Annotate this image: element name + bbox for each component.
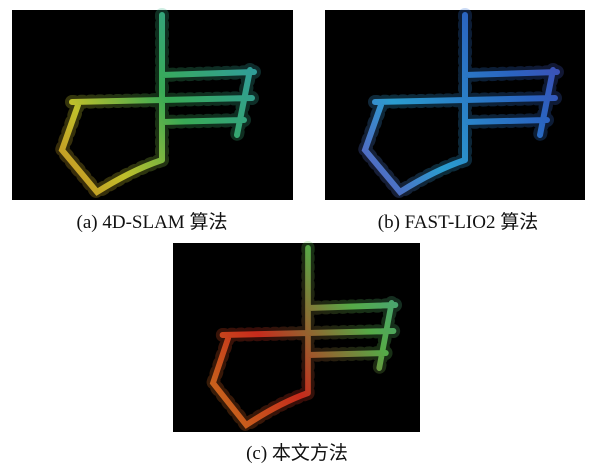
caption: (a) 4D-SLAM 算法 xyxy=(77,211,228,233)
caption: (b) FAST-LIO2 算法 xyxy=(378,211,538,233)
panel-a xyxy=(12,10,293,200)
figure: (a) 4D-SLAM 算法 (b) FAST-LIO2 算法 (c) 本文方法 xyxy=(0,0,597,467)
caption: (c) 本文方法 xyxy=(246,442,348,464)
panel-b xyxy=(325,10,585,200)
panel-c xyxy=(173,243,420,432)
